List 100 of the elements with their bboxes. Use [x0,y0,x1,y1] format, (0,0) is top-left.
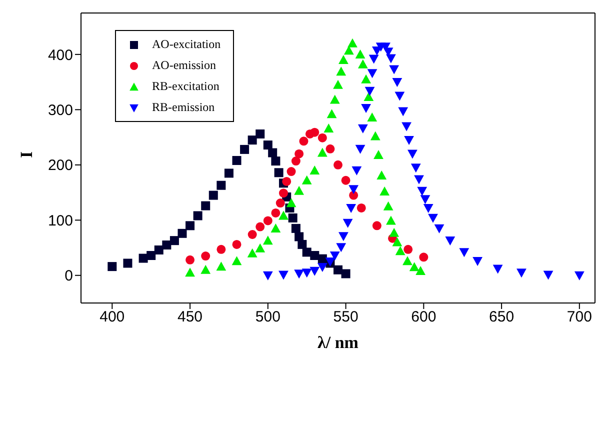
point [294,270,304,279]
point [445,236,456,246]
point [330,251,340,260]
point [310,266,320,276]
point [355,49,366,58]
point [428,214,438,223]
x-tick-label: 600 [411,308,436,326]
point [333,80,343,89]
point [364,92,374,102]
y-tick-label: 400 [48,46,73,64]
point [123,258,132,268]
point [356,203,366,212]
point [374,150,384,160]
point [201,201,210,210]
point [186,221,195,230]
point [278,270,288,280]
point [344,46,354,55]
point [472,256,483,266]
x-tick-label: 400 [100,308,125,326]
point [262,271,273,280]
legend-label: RB-emission [152,100,215,115]
point [361,104,371,113]
x-tick-label: 500 [255,308,280,326]
point [386,54,396,64]
point [216,244,226,254]
point [492,264,503,274]
point [364,86,375,96]
point [324,124,334,132]
point [423,204,434,213]
point [288,213,298,222]
point [268,148,278,158]
point [389,228,400,237]
point [232,240,242,249]
point [310,128,320,137]
point [417,186,428,196]
point [380,186,390,196]
point [370,131,380,140]
point [278,210,288,220]
point [336,243,346,252]
point [224,168,234,178]
point [317,148,328,157]
point [232,256,242,266]
point [355,144,366,154]
point [434,224,444,234]
legend-label: RB-excitation [152,79,220,94]
y-tick-label: 200 [48,157,73,174]
point [232,156,242,165]
point [392,237,402,246]
point [216,180,226,190]
point [274,168,284,178]
point [420,195,430,204]
point [193,211,202,220]
point [200,264,211,274]
point [404,136,414,145]
point [346,204,356,213]
point [201,252,210,261]
point [394,92,405,101]
legend-label: AO-emission [152,58,216,73]
point [367,112,378,122]
point [256,129,265,138]
point [247,248,258,258]
x-axis-title: λ/ nm [318,333,358,352]
point [291,224,300,233]
point [376,170,387,180]
point [395,246,406,256]
point [410,164,421,173]
y-tick-label: 100 [48,212,73,230]
x-tick-label: 650 [489,308,514,326]
point [282,176,292,186]
point [402,122,412,132]
point [358,124,368,134]
point [286,167,296,176]
point [352,166,362,176]
point [186,255,195,264]
point [146,250,156,260]
point [367,69,378,78]
point [338,232,348,242]
point [276,198,285,208]
point [317,263,328,272]
point [409,262,420,272]
point [342,218,353,228]
point [334,265,342,274]
point [302,268,312,278]
point [408,150,418,159]
point [248,136,257,145]
point [416,266,426,276]
point [419,252,428,262]
point [336,66,346,76]
point [294,149,304,158]
point [334,160,342,170]
point [216,262,226,271]
point [294,186,304,195]
point [270,223,281,232]
point [318,133,327,142]
point [348,185,359,194]
point [263,140,272,150]
point [286,198,296,208]
point [404,244,413,254]
point [372,221,382,230]
x-tick-label: 550 [333,308,358,326]
